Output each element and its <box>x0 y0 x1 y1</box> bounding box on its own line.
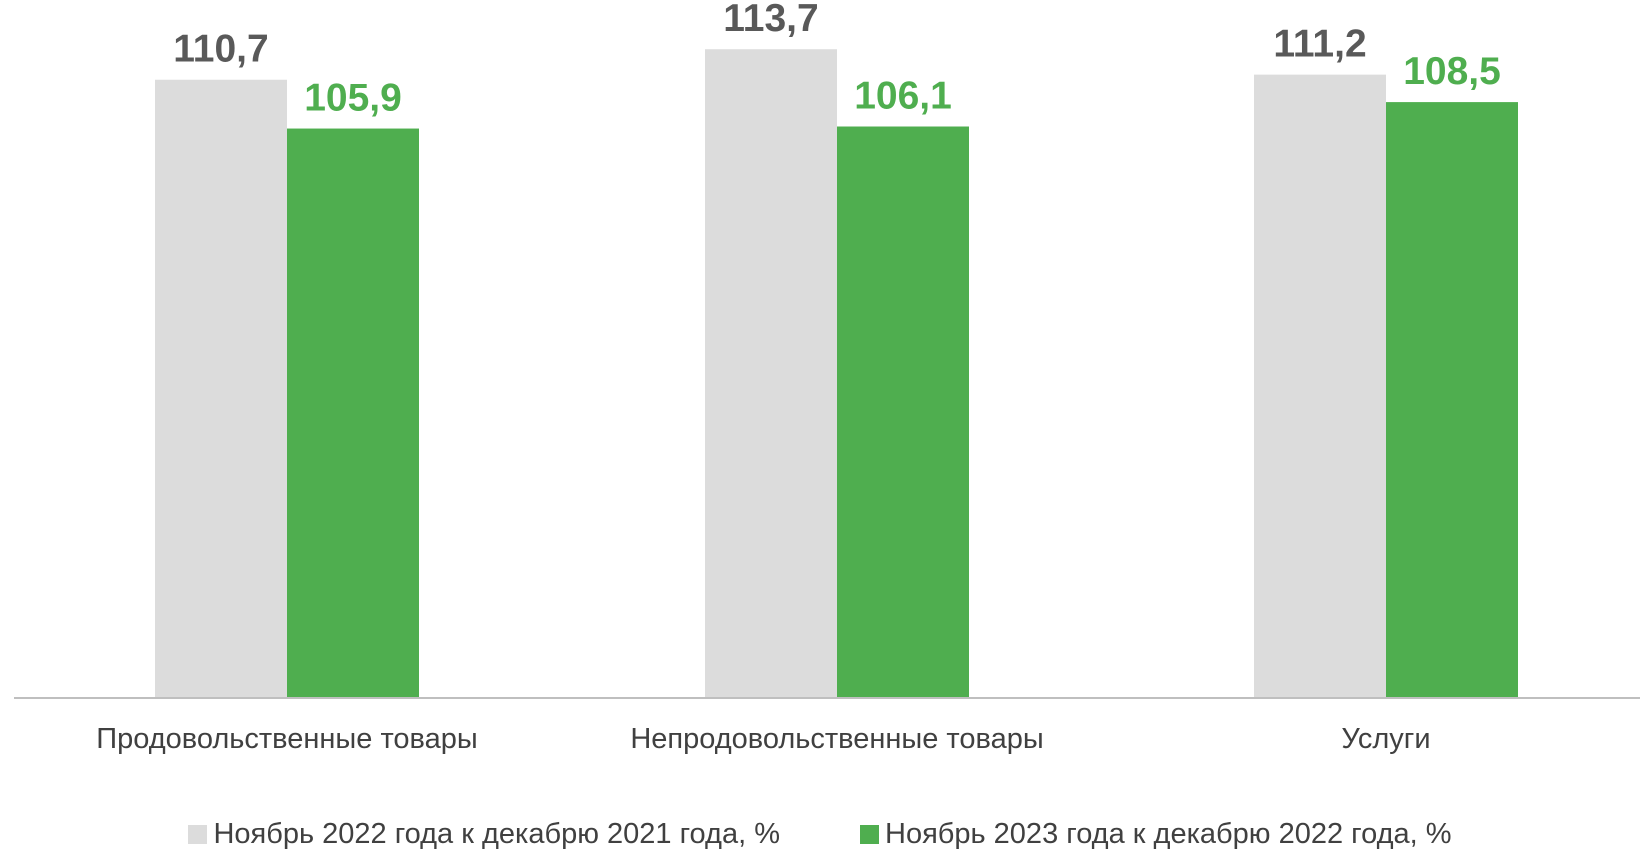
legend-label-2022: Ноябрь 2022 года к декабрю 2021 года, % <box>213 818 780 850</box>
legend-label-2023: Ноябрь 2023 года к декабрю 2022 года, % <box>885 818 1452 850</box>
bar-s2-c1 <box>287 128 419 698</box>
bar-s2-c3 <box>1386 102 1518 698</box>
bar-s1-c1 <box>155 79 287 698</box>
legend: Ноябрь 2022 года к декабрю 2021 года, % … <box>0 818 1640 851</box>
category-labels: Продовольственные товары Непродовольствен… <box>96 723 1430 755</box>
data-label-s2-c2: 106,1 <box>854 75 952 118</box>
bar-s2-c2 <box>837 126 969 697</box>
legend-item-2023[interactable]: Ноябрь 2023 года к декабрю 2022 года, % <box>860 818 1452 851</box>
legend-item-2022[interactable]: Ноябрь 2022 года к декабрю 2021 года, % <box>188 818 780 851</box>
legend-swatch-2023 <box>860 825 879 844</box>
data-label-s2-c1: 105,9 <box>304 77 402 120</box>
category-label-3: Услуги <box>1341 723 1430 755</box>
category-label-1: Продовольственные товары <box>96 723 477 755</box>
category-label-2: Непродовольственные товары <box>630 723 1043 755</box>
bars-group: 110,7 105,9 113,7 106,1 111,2 108,5 <box>155 0 1518 698</box>
bar-s1-c2 <box>705 49 837 698</box>
bar-s1-c3 <box>1254 74 1386 698</box>
data-label-s1-c2: 113,7 <box>723 0 818 40</box>
data-label-s1-c1: 110,7 <box>173 28 268 71</box>
data-label-s1-c3: 111,2 <box>1273 23 1366 66</box>
legend-swatch-2022 <box>188 825 208 844</box>
data-label-s2-c3: 108,5 <box>1403 50 1501 93</box>
